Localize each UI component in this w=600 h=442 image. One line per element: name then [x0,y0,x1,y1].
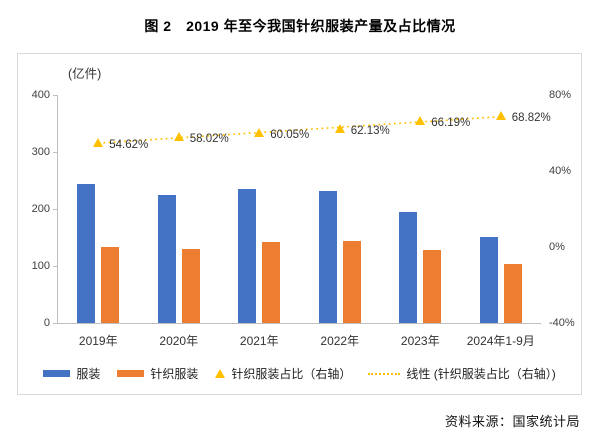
orange-bar-swatch-icon [117,370,145,377]
y-axis-tick [53,95,58,96]
x-axis-category-label: 2019年 [78,334,118,348]
legend-item-zhenzhi-fuzhuang-label: 针织服装 [150,367,199,381]
legend-item-trendline-label: 线性 (针织服装占比（右轴）) [406,367,556,381]
bar-fuzhuang [479,236,498,323]
right-axis-tick-label: 80% [549,89,572,101]
x-axis-category-label: 2023年 [400,334,440,348]
source-note: 资料来源：国家统计局 [444,414,580,429]
dotted-line-swatch-icon [368,372,401,375]
bar-fuzhuang [318,190,337,323]
bar-zhenzhi-fuzhuang [423,249,442,323]
y-axis-tick [53,209,58,210]
ratio-data-label: 68.82% [511,112,551,125]
legend: 服装 针织服装 针织服装占比（右轴） 线性 (针织服装占比（右轴）) [18,365,581,382]
right-axis-tick-label: 40% [549,165,572,177]
ratio-data-label: 62.13% [350,124,390,137]
bar-fuzhuang [77,183,96,323]
ratio-marker [254,127,265,137]
x-axis-line [57,323,541,324]
plot-area: 400 300 200 100 0 80% 40% 0% -40% 54.62% 58.02% 60.… [18,54,581,394]
bar-zhenzhi-fuzhuang [342,240,361,323]
y-axis-tick-label: 100 [31,260,50,272]
chart-title: 图 2 2019 年至今我国针织服装产量及占比情况 [144,18,456,34]
ratio-data-label: 60.05% [270,128,310,141]
legend-item-trendline: 线性 (针织服装占比（右轴）) [368,365,556,382]
x-axis-category-label: 2024年1-9月 [466,334,535,348]
legend-item-zhenzhi-fuzhuang: 针织服装 [117,365,198,382]
y-axis-tick-label: 400 [31,89,50,101]
chart-container: (亿件) 400 300 200 100 0 80% 40% 0% -40% 54.62% 58.0… [17,53,582,395]
left-axis-unit-label: (亿件) [68,67,102,81]
bar-zhenzhi-fuzhuang [101,246,120,323]
legend-item-ratio: 针织服装占比（右轴） [215,365,351,382]
right-axis-tick-label: 0% [549,241,565,253]
y-axis-tick-label: 200 [31,203,50,215]
legend-item-fuzhuang: 服装 [43,365,100,382]
bar-fuzhuang [157,195,176,323]
y-axis-tick [53,323,58,324]
bar-zhenzhi-fuzhuang [181,249,200,323]
ratio-marker [495,111,506,121]
bar-fuzhuang [238,188,257,323]
ratio-marker [173,131,184,141]
x-axis-category-label: 2020年 [159,334,199,348]
y-axis-tick [53,152,58,153]
blue-bar-swatch-icon [43,370,71,377]
legend-item-fuzhuang-label: 服装 [76,367,101,381]
bar-fuzhuang [399,212,418,323]
bar-zhenzhi-fuzhuang [262,242,281,323]
bar-zhenzhi-fuzhuang [503,263,522,323]
triangle-marker-icon [215,369,226,378]
ratio-data-label: 58.02% [189,132,229,145]
ratio-marker [415,116,426,126]
ratio-marker [93,138,104,148]
y-axis-tick-label: 300 [31,146,50,158]
y-axis-tick [53,266,58,267]
y-axis-tick-label: 0 [43,317,50,329]
right-axis-tick-label: -40% [549,317,575,329]
x-axis-category-label: 2021年 [239,334,279,348]
ratio-marker [334,123,345,133]
legend-item-ratio-label: 针织服装占比（右轴） [231,367,352,381]
ratio-data-label: 54.62% [109,139,149,152]
ratio-data-label: 66.19% [431,117,471,130]
x-axis-category-label: 2022年 [320,334,360,348]
